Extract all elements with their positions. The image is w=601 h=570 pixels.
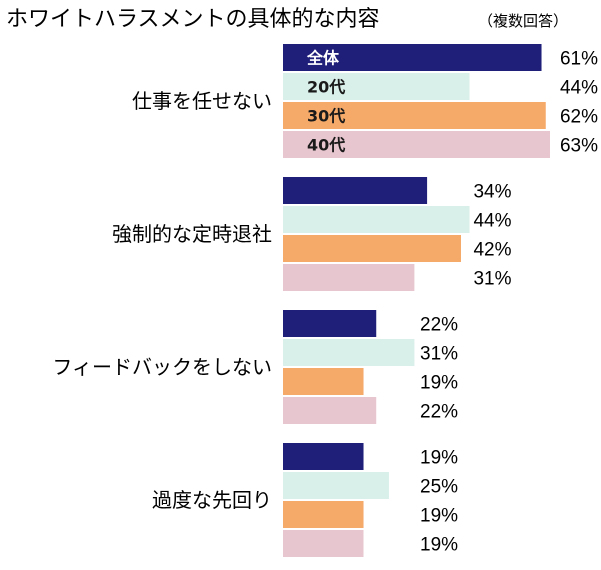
data-label: 31% bbox=[473, 269, 511, 290]
category-label: 過度な先回り bbox=[152, 488, 272, 512]
data-label: 44% bbox=[560, 78, 598, 99]
chart-title: ホワイトハラスメントの具体的な内容 bbox=[6, 7, 380, 32]
bar bbox=[283, 530, 364, 557]
bar bbox=[283, 206, 470, 233]
bar bbox=[283, 264, 415, 291]
data-label: 42% bbox=[473, 240, 511, 261]
category-label: 強制的な定時退社 bbox=[112, 222, 272, 246]
legend-label: 40代 bbox=[307, 136, 345, 155]
data-label: 31% bbox=[420, 344, 458, 365]
bar bbox=[283, 501, 364, 528]
bar bbox=[283, 310, 377, 337]
bar bbox=[283, 472, 389, 499]
bars-layer: 仕事を任せない 全体 61% 20代 44% 30代 62% 40代 63% 強制的な定時退社 34… bbox=[52, 44, 598, 557]
data-label: 62% bbox=[560, 107, 598, 128]
bar bbox=[283, 339, 415, 366]
data-label: 61% bbox=[560, 49, 598, 70]
chart-subtitle: （複数回答） bbox=[478, 12, 568, 30]
data-label: 22% bbox=[420, 402, 458, 423]
bar bbox=[283, 44, 542, 71]
category-label: フィードバックをしない bbox=[52, 355, 272, 379]
bar bbox=[283, 102, 546, 129]
legend-label: 30代 bbox=[307, 107, 345, 126]
data-label: 22% bbox=[420, 315, 458, 336]
bar bbox=[283, 131, 550, 158]
data-label: 34% bbox=[473, 182, 511, 203]
bar bbox=[283, 397, 377, 424]
bar bbox=[283, 368, 364, 395]
legend-label: 20代 bbox=[307, 78, 345, 97]
bar bbox=[283, 443, 364, 470]
data-label: 19% bbox=[420, 535, 458, 556]
bar bbox=[283, 177, 428, 204]
data-label: 19% bbox=[420, 373, 458, 394]
category-label: 仕事を任せない bbox=[132, 89, 272, 113]
data-label: 25% bbox=[420, 477, 458, 498]
data-label: 19% bbox=[420, 506, 458, 527]
legend-label: 全体 bbox=[306, 49, 340, 68]
data-label: 44% bbox=[473, 211, 511, 232]
data-label: 19% bbox=[420, 448, 458, 469]
bar bbox=[283, 235, 461, 262]
data-label: 63% bbox=[560, 136, 598, 157]
bar bbox=[283, 73, 470, 100]
